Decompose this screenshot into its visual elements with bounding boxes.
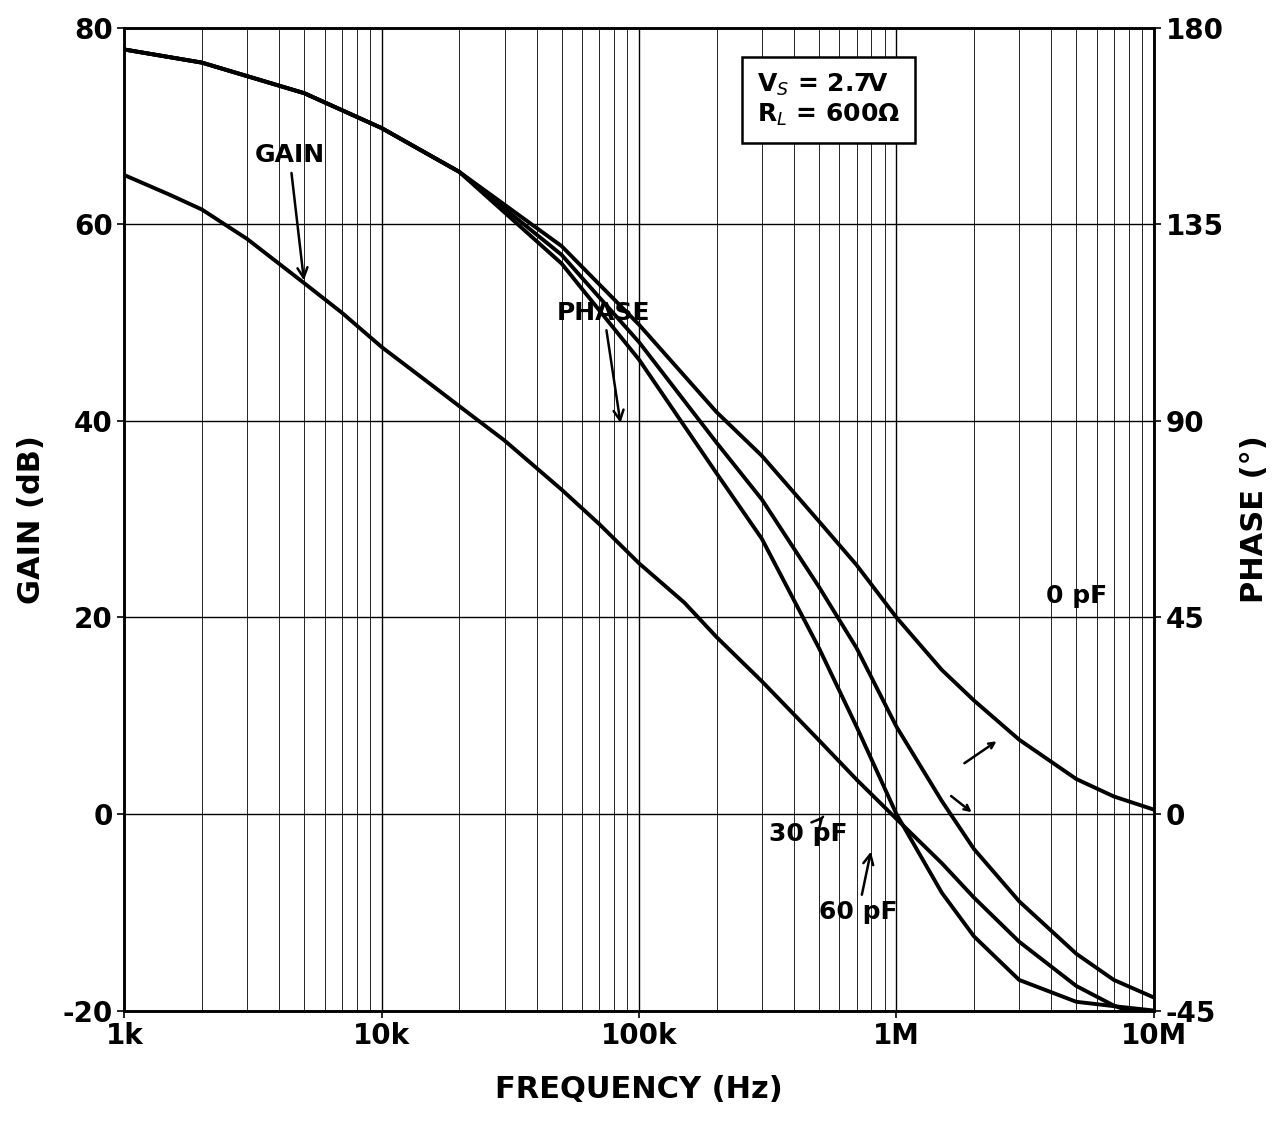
- Text: V$_S$ = 2.7V
R$_L$ = 600Ω: V$_S$ = 2.7V R$_L$ = 600Ω: [757, 72, 900, 128]
- Text: 30 pF: 30 pF: [769, 817, 847, 845]
- X-axis label: FREQUENCY (Hz): FREQUENCY (Hz): [495, 1075, 783, 1104]
- Y-axis label: GAIN (dB): GAIN (dB): [17, 435, 46, 603]
- Text: PHASE: PHASE: [557, 300, 651, 420]
- Text: 0 pF: 0 pF: [1046, 584, 1107, 608]
- Y-axis label: PHASE (°): PHASE (°): [1240, 435, 1269, 603]
- Text: GAIN: GAIN: [255, 143, 324, 278]
- Text: 60 pF: 60 pF: [819, 854, 898, 924]
